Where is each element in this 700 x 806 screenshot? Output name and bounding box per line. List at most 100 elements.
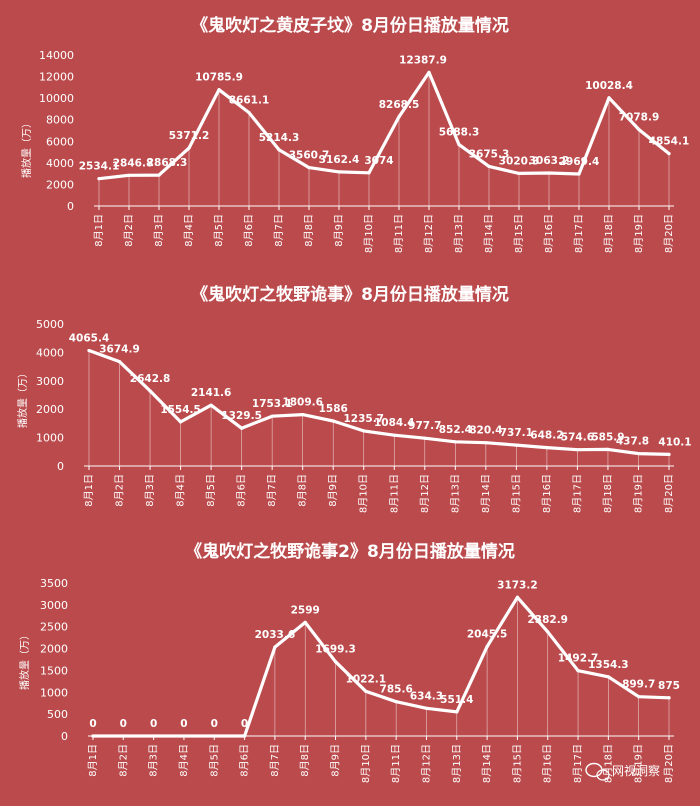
data-point — [178, 420, 183, 424]
data-label: 4854.1 — [649, 136, 690, 148]
data-point — [87, 348, 91, 353]
data-point — [515, 595, 520, 599]
data-label: 2599 — [291, 604, 320, 616]
data-point — [331, 419, 335, 423]
y-tick-label: 2000 — [36, 403, 64, 416]
data-point — [397, 115, 401, 119]
data-point — [487, 164, 491, 168]
y-tick-label: 1000 — [36, 432, 64, 445]
data-point — [606, 447, 610, 451]
data-point — [577, 172, 581, 176]
data-label: 1084.4 — [374, 417, 415, 429]
x-tick-label: 8月4日 — [175, 474, 187, 507]
data-label: 5371.2 — [169, 130, 210, 142]
data-point — [337, 170, 341, 174]
data-point — [157, 173, 161, 177]
series-line — [91, 595, 671, 738]
data-point — [424, 706, 429, 710]
x-tick-label: 8月11日 — [388, 474, 400, 513]
data-point — [606, 675, 610, 679]
data-label: 2642.8 — [130, 373, 171, 385]
y-tick-label: 2000 — [46, 178, 74, 191]
x-tick-label: 8月18日 — [603, 214, 615, 253]
data-label: 820.4 — [469, 425, 502, 437]
y-tick-label: 5000 — [36, 318, 64, 331]
x-tick-label: 8月13日 — [453, 214, 465, 253]
x-tick-label: 8月18日 — [602, 474, 614, 513]
data-label: 2382.9 — [527, 614, 568, 626]
data-point — [209, 403, 213, 407]
data-label: 3173.2 — [497, 579, 538, 591]
data-label: 8268.5 — [379, 99, 420, 111]
x-tick-label: 8月19日 — [632, 474, 644, 513]
data-label: 1809.6 — [282, 397, 323, 409]
data-point — [307, 165, 311, 170]
x-tick-label: 8月14日 — [483, 214, 495, 253]
data-point — [427, 70, 431, 74]
y-tick-label: 1500 — [40, 664, 68, 677]
x-tick-label: 8月20日 — [663, 214, 675, 253]
data-point — [301, 413, 305, 417]
data-point — [212, 734, 216, 738]
y-tick-label: 3000 — [36, 375, 64, 388]
data-label: 1586 — [319, 403, 348, 415]
x-tick-label: 8月9日 — [333, 214, 345, 247]
x-tick-label: 8月17日 — [572, 744, 584, 783]
data-label: 1753.1 — [252, 398, 293, 410]
data-point — [453, 440, 457, 444]
y-tick-label: 4000 — [36, 346, 64, 359]
x-tick-label: 8月9日 — [330, 744, 342, 777]
data-label: 410.1 — [658, 436, 691, 448]
data-label: 1492.7 — [558, 653, 599, 665]
data-label: 1554.5 — [160, 404, 201, 416]
data-label: 0 — [211, 718, 218, 730]
data-label: 4065.4 — [69, 333, 110, 345]
y-tick-label: 2000 — [40, 643, 68, 656]
data-label: 1235.7 — [343, 413, 384, 425]
data-point — [277, 148, 281, 152]
data-label: 7078.9 — [619, 112, 660, 124]
x-tick-label: 8月14日 — [480, 474, 492, 513]
data-label: 10028.4 — [585, 80, 633, 92]
data-point — [270, 414, 274, 418]
x-tick-label: 8月10日 — [363, 214, 375, 253]
data-label: 551.4 — [440, 694, 473, 706]
x-tick-label: 8月8日 — [299, 744, 311, 777]
data-label: 634.3 — [410, 690, 443, 702]
x-tick-label: 8月6日 — [239, 744, 251, 777]
x-tick-label: 8月5日 — [205, 474, 217, 507]
y-tick-label: 1000 — [40, 686, 68, 699]
data-point — [187, 146, 191, 150]
x-tick-label: 8月5日 — [208, 744, 220, 777]
x-tick-label: 8月4日 — [183, 214, 195, 247]
data-point — [457, 143, 461, 147]
data-label: 2033.6 — [255, 629, 296, 641]
data-label: 8661.1 — [229, 95, 270, 107]
data-point — [607, 96, 611, 100]
data-point — [637, 128, 641, 132]
watermark-text: 网视洞察 — [612, 763, 660, 778]
x-tick-label: 8月19日 — [633, 214, 645, 253]
y-tick-label: 6000 — [46, 135, 74, 148]
data-label: 2045.5 — [467, 629, 508, 641]
x-tick-label: 8月7日 — [266, 474, 278, 507]
x-tick-label: 8月8日 — [303, 214, 315, 247]
x-tick-label: 8月13日 — [449, 474, 461, 513]
x-tick-label: 8月14日 — [481, 744, 493, 783]
data-label: 2846.8 — [113, 157, 154, 169]
data-point — [148, 389, 152, 393]
y-tick-label: 8000 — [46, 114, 74, 127]
data-point — [394, 700, 398, 704]
x-tick-label: 8月2日 — [114, 474, 126, 507]
y-tick-label: 500 — [47, 708, 68, 721]
x-tick-label: 8月2日 — [123, 214, 135, 247]
data-label: 2534.1 — [79, 161, 120, 173]
data-label: 2868.3 — [147, 157, 188, 169]
data-label: 12387.9 — [399, 54, 447, 66]
data-point — [485, 644, 489, 649]
data-label: 875 — [658, 680, 680, 692]
